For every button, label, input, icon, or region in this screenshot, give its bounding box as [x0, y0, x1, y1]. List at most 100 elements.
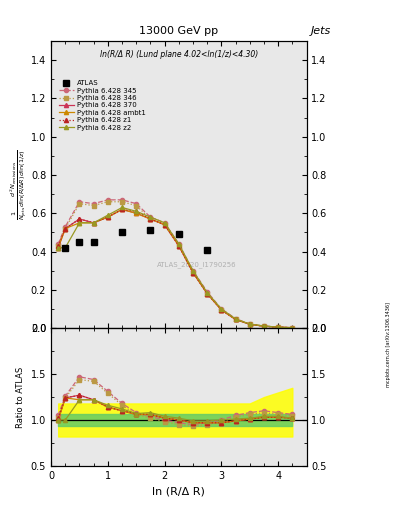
- Pythia 6.428 370: [276, 324, 281, 330]
- Pythia 6.428 ambt1: [262, 323, 266, 329]
- Y-axis label: Ratio to ATLAS: Ratio to ATLAS: [16, 367, 25, 428]
- Pythia 6.428 z1: [191, 269, 195, 275]
- Pythia 6.428 ambt1: [134, 210, 139, 216]
- Pythia 6.428 z1: [63, 225, 68, 231]
- Pythia 6.428 370: [290, 325, 295, 331]
- Pythia 6.428 345: [191, 268, 195, 274]
- Pythia 6.428 345: [105, 197, 110, 203]
- Pythia 6.428 z1: [205, 291, 209, 297]
- Line: Pythia 6.428 370: Pythia 6.428 370: [56, 207, 294, 330]
- Pythia 6.428 370: [219, 307, 224, 313]
- Line: Pythia 6.428 346: Pythia 6.428 346: [56, 200, 294, 330]
- Pythia 6.428 345: [176, 241, 181, 247]
- Pythia 6.428 ambt1: [191, 269, 195, 275]
- Pythia 6.428 z1: [233, 316, 238, 323]
- Pythia 6.428 346: [148, 216, 153, 222]
- Pythia 6.428 ambt1: [219, 307, 224, 313]
- Pythia 6.428 370: [262, 323, 266, 329]
- Pythia 6.428 370: [134, 210, 139, 216]
- Pythia 6.428 z1: [56, 243, 61, 249]
- Pythia 6.428 346: [120, 199, 125, 205]
- ATLAS: [205, 247, 209, 253]
- Text: ln(R/Δ R) (Lund plane 4.02<ln(1/z)<4.30): ln(R/Δ R) (Lund plane 4.02<ln(1/z)<4.30): [100, 50, 258, 58]
- Pythia 6.428 345: [233, 315, 238, 322]
- Pythia 6.428 370: [233, 316, 238, 323]
- Pythia 6.428 z1: [105, 214, 110, 220]
- Pythia 6.428 z2: [191, 268, 195, 274]
- Pythia 6.428 z1: [148, 216, 153, 222]
- Pythia 6.428 z1: [276, 324, 281, 330]
- Pythia 6.428 345: [56, 241, 61, 247]
- Pythia 6.428 ambt1: [91, 220, 96, 226]
- Pythia 6.428 z2: [176, 241, 181, 247]
- Pythia 6.428 345: [290, 325, 295, 331]
- Pythia 6.428 z2: [276, 324, 281, 330]
- Pythia 6.428 370: [191, 269, 195, 275]
- ATLAS: [77, 239, 82, 245]
- Line: ATLAS: ATLAS: [62, 227, 210, 253]
- Pythia 6.428 345: [248, 321, 252, 327]
- Pythia 6.428 370: [56, 245, 61, 251]
- Pythia 6.428 ambt1: [56, 245, 61, 251]
- Pythia 6.428 z1: [134, 208, 139, 215]
- Pythia 6.428 346: [91, 203, 96, 209]
- Pythia 6.428 z2: [290, 325, 295, 331]
- Pythia 6.428 z1: [262, 323, 266, 329]
- Pythia 6.428 345: [205, 289, 209, 295]
- Pythia 6.428 ambt1: [276, 324, 281, 330]
- Pythia 6.428 346: [205, 291, 209, 297]
- Pythia 6.428 345: [148, 214, 153, 220]
- Pythia 6.428 346: [77, 201, 82, 207]
- Pythia 6.428 z2: [63, 245, 68, 251]
- Pythia 6.428 346: [105, 199, 110, 205]
- Pythia 6.428 z2: [91, 220, 96, 226]
- Pythia 6.428 370: [63, 225, 68, 231]
- Line: Pythia 6.428 z1: Pythia 6.428 z1: [56, 207, 294, 330]
- Text: 13000 GeV pp: 13000 GeV pp: [139, 26, 219, 36]
- Text: Jets: Jets: [310, 26, 331, 36]
- Pythia 6.428 ambt1: [77, 220, 82, 226]
- ATLAS: [148, 227, 153, 233]
- Pythia 6.428 346: [290, 325, 295, 331]
- Pythia 6.428 ambt1: [105, 214, 110, 220]
- Pythia 6.428 345: [219, 306, 224, 312]
- Pythia 6.428 z1: [219, 307, 224, 313]
- Line: Pythia 6.428 z2: Pythia 6.428 z2: [56, 205, 294, 330]
- Pythia 6.428 ambt1: [63, 225, 68, 231]
- Pythia 6.428 z2: [162, 220, 167, 226]
- Pythia 6.428 370: [176, 243, 181, 249]
- Pythia 6.428 345: [134, 201, 139, 207]
- Pythia 6.428 z1: [176, 243, 181, 249]
- Pythia 6.428 ambt1: [148, 216, 153, 222]
- Pythia 6.428 ambt1: [248, 321, 252, 327]
- Pythia 6.428 z1: [120, 206, 125, 212]
- Pythia 6.428 370: [91, 220, 96, 226]
- Pythia 6.428 345: [276, 324, 281, 330]
- ATLAS: [120, 229, 125, 236]
- Pythia 6.428 z2: [205, 290, 209, 296]
- Pythia 6.428 346: [262, 323, 266, 329]
- Pythia 6.428 370: [77, 216, 82, 222]
- Pythia 6.428 346: [248, 321, 252, 327]
- Pythia 6.428 346: [134, 203, 139, 209]
- Pythia 6.428 346: [176, 243, 181, 249]
- Pythia 6.428 370: [120, 206, 125, 212]
- Pythia 6.428 346: [56, 243, 61, 249]
- Pythia 6.428 z1: [91, 220, 96, 226]
- Pythia 6.428 z1: [77, 216, 82, 222]
- Pythia 6.428 z1: [162, 222, 167, 228]
- Pythia 6.428 370: [148, 216, 153, 222]
- Pythia 6.428 z2: [219, 306, 224, 312]
- Pythia 6.428 345: [262, 323, 266, 329]
- ATLAS: [63, 245, 68, 251]
- Pythia 6.428 ambt1: [205, 291, 209, 297]
- Pythia 6.428 370: [162, 222, 167, 228]
- Pythia 6.428 ambt1: [233, 316, 238, 323]
- Pythia 6.428 z2: [262, 323, 266, 329]
- Pythia 6.428 z1: [248, 321, 252, 327]
- Line: Pythia 6.428 345: Pythia 6.428 345: [56, 198, 294, 330]
- Pythia 6.428 z2: [105, 212, 110, 218]
- Text: ATLAS_2020_I1790256: ATLAS_2020_I1790256: [157, 262, 237, 268]
- Legend: ATLAS, Pythia 6.428 345, Pythia 6.428 346, Pythia 6.428 370, Pythia 6.428 ambt1,: ATLAS, Pythia 6.428 345, Pythia 6.428 34…: [57, 79, 147, 132]
- Pythia 6.428 ambt1: [176, 243, 181, 249]
